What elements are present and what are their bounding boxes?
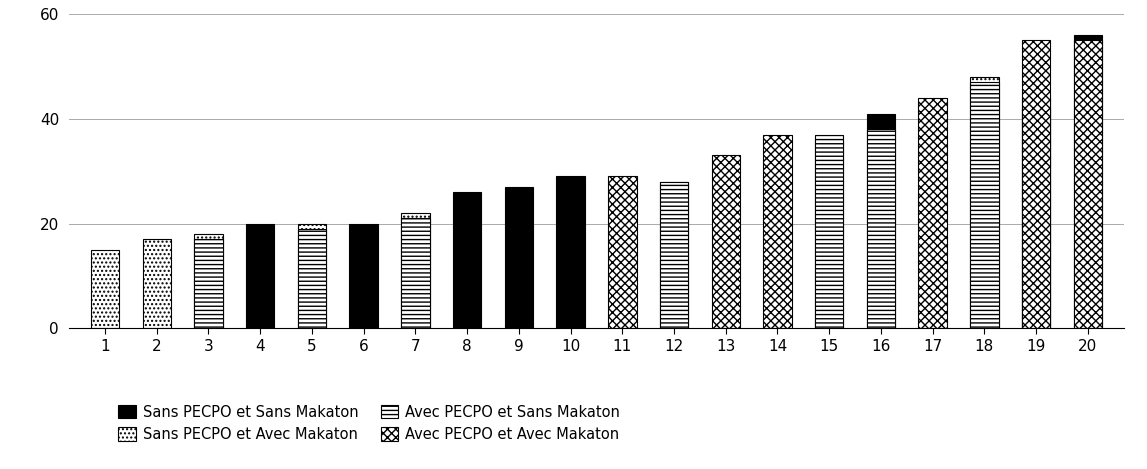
Bar — [401, 219, 430, 328]
Bar — [556, 176, 585, 328]
Bar — [970, 82, 999, 328]
Bar — [505, 187, 533, 328]
Bar — [298, 224, 326, 328]
Bar — [245, 224, 274, 328]
Bar — [194, 234, 223, 328]
Bar — [608, 176, 637, 328]
Bar — [816, 135, 843, 328]
Bar — [1074, 40, 1102, 328]
Bar — [867, 113, 895, 328]
Bar — [1022, 108, 1051, 328]
Bar — [453, 192, 482, 328]
Bar — [401, 213, 430, 328]
Bar — [350, 224, 377, 328]
Bar — [919, 98, 947, 328]
Bar — [970, 77, 999, 328]
Bar — [142, 239, 171, 328]
Bar — [194, 239, 223, 328]
Bar — [298, 229, 326, 328]
Bar — [816, 140, 843, 328]
Bar — [867, 129, 895, 328]
Bar — [763, 135, 791, 328]
Bar — [660, 182, 688, 328]
Legend: Sans PECPO et Sans Makaton, Sans PECPO et Avec Makaton, Avec PECPO et Sans Makat: Sans PECPO et Sans Makaton, Sans PECPO e… — [118, 405, 621, 442]
Bar — [711, 156, 740, 328]
Bar — [1022, 40, 1051, 328]
Bar — [1022, 98, 1051, 328]
Bar — [91, 250, 119, 328]
Bar — [660, 182, 688, 328]
Bar — [1074, 35, 1102, 328]
